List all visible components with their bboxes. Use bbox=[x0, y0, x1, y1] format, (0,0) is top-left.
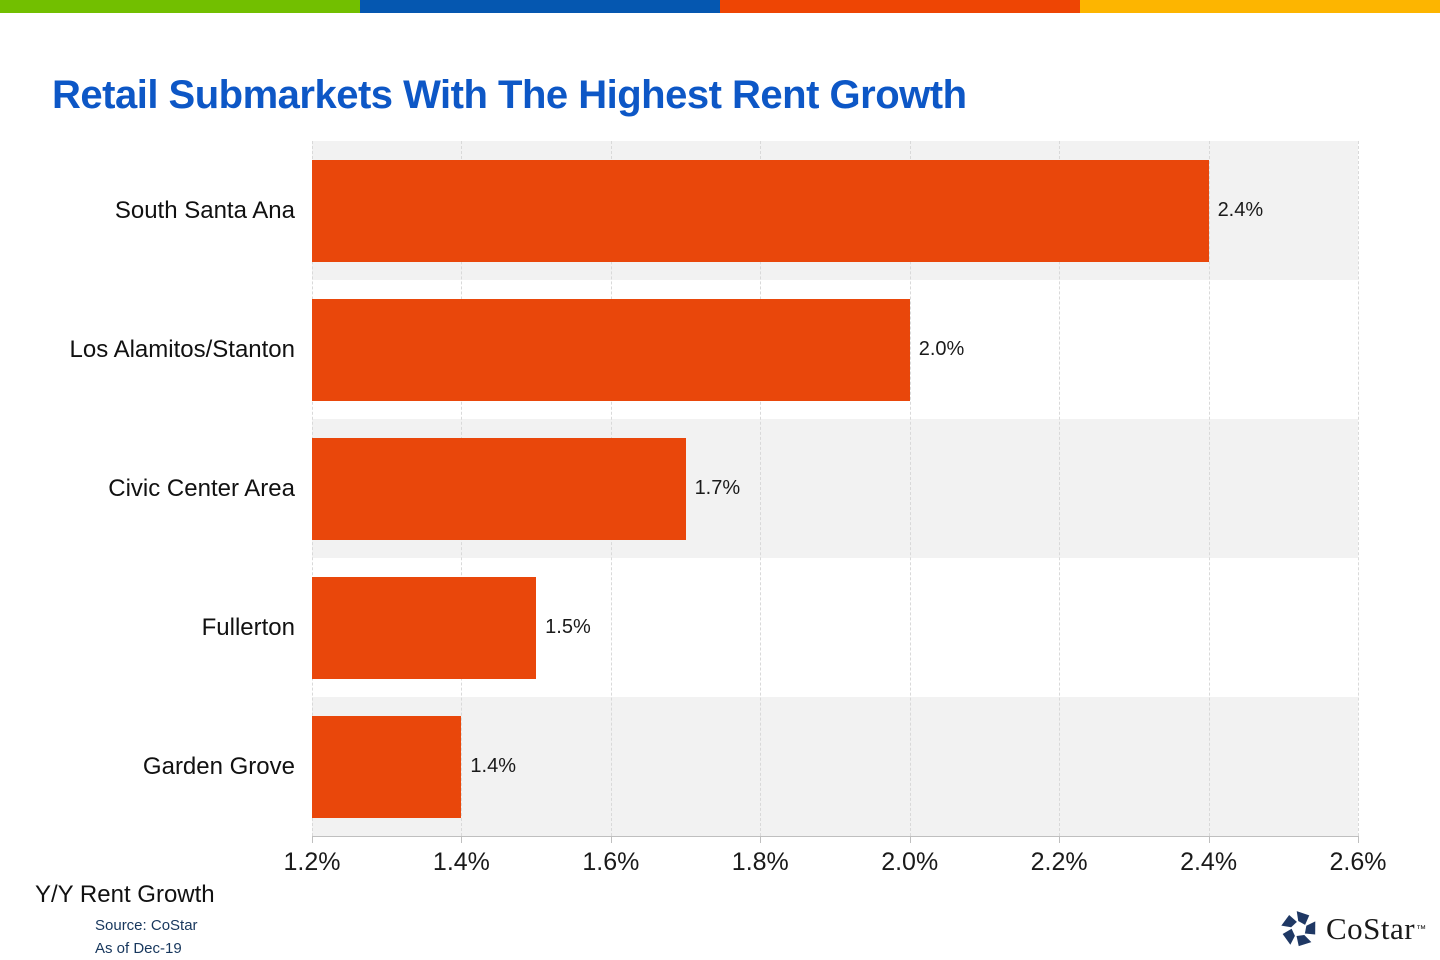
x-tick-label: 2.0% bbox=[881, 848, 939, 876]
costar-logo-wordmark: CoStar bbox=[1326, 911, 1416, 946]
page-title: Retail Submarkets With The Highest Rent … bbox=[52, 72, 967, 117]
x-tick-mark bbox=[909, 836, 911, 843]
row-band bbox=[312, 697, 1358, 836]
category-label: Civic Center Area bbox=[108, 474, 295, 502]
bar-value-label: 1.5% bbox=[545, 616, 591, 638]
category-label-row: Fullerton bbox=[0, 558, 295, 697]
gridline bbox=[909, 141, 911, 836]
x-tick-mark bbox=[1358, 836, 1359, 843]
x-tick-mark bbox=[461, 836, 463, 843]
category-label: Fullerton bbox=[201, 613, 295, 641]
category-label-row: Civic Center Area bbox=[0, 419, 295, 558]
gridline bbox=[1208, 141, 1210, 836]
bar-value-label: 2.4% bbox=[1217, 199, 1264, 221]
bar bbox=[312, 576, 537, 679]
category-label: Los Alamitos/Stanton bbox=[69, 335, 295, 363]
source-note: Source: CoStar bbox=[95, 917, 198, 934]
x-tick-mark bbox=[312, 836, 313, 843]
trademark-symbol: ™ bbox=[1416, 923, 1427, 935]
bar bbox=[312, 298, 910, 401]
x-axis: 1.2% 1.4% 1.6% 1.8% 2.0% 2.2% 2.4% 2.6% bbox=[284, 836, 1386, 881]
category-label-row: South Santa Ana bbox=[0, 141, 295, 280]
x-tick-label: 1.4% bbox=[432, 848, 490, 876]
bar-value-label-row: 2.4% bbox=[1218, 141, 1264, 280]
bar-value-label: 1.4% bbox=[470, 755, 517, 777]
plot-area: 2.4% 2.0% 1.7% 1.5% 1.4% bbox=[312, 141, 1359, 837]
x-tick-mark bbox=[610, 836, 612, 843]
stripe-segment-orange bbox=[720, 0, 1080, 13]
bar-value-label-row: 1.4% bbox=[470, 697, 516, 836]
gridline bbox=[760, 141, 762, 836]
bar-value-label-row: 1.5% bbox=[545, 558, 591, 697]
gridline bbox=[1059, 141, 1061, 836]
category-label-row: Garden Grove bbox=[0, 697, 295, 836]
x-tick-label: 2.4% bbox=[1180, 848, 1238, 876]
x-tick-label: 2.2% bbox=[1030, 848, 1088, 876]
x-tick-label: 2.6% bbox=[1329, 848, 1387, 876]
stripe-segment-blue bbox=[360, 0, 720, 13]
as-of-note: As of Dec-19 bbox=[95, 940, 182, 957]
x-tick-mark bbox=[1208, 836, 1210, 843]
x-tick-label: 1.8% bbox=[731, 848, 789, 876]
costar-pinwheel-icon bbox=[1281, 911, 1316, 947]
bar-value-label: 1.7% bbox=[694, 477, 741, 499]
x-tick-label: 1.2% bbox=[283, 848, 341, 876]
x-axis-title: Y/Y Rent Growth bbox=[35, 881, 215, 908]
bar bbox=[312, 159, 1209, 262]
stripe-segment-green bbox=[0, 0, 360, 13]
x-tick-mark bbox=[760, 836, 762, 843]
category-label: Garden Grove bbox=[142, 752, 295, 780]
x-tick-label: 1.6% bbox=[582, 848, 640, 876]
x-tick-mark bbox=[1059, 836, 1061, 843]
category-label-row: Los Alamitos/Stanton bbox=[0, 280, 295, 419]
top-color-stripe bbox=[0, 0, 1440, 13]
bar bbox=[312, 715, 462, 818]
bar-value-label-row: 2.0% bbox=[919, 280, 965, 419]
stripe-segment-yellow bbox=[1080, 0, 1440, 13]
category-label: South Santa Ana bbox=[114, 196, 295, 224]
gridline bbox=[1358, 141, 1359, 836]
costar-logo: CoStar ™ bbox=[1280, 910, 1426, 948]
y-axis-labels: South Santa Ana Los Alamitos/Stanton Civic… bbox=[0, 141, 295, 836]
bar bbox=[312, 437, 686, 540]
bar-value-label-row: 1.7% bbox=[695, 419, 741, 558]
bar-value-label: 2.0% bbox=[918, 338, 965, 360]
